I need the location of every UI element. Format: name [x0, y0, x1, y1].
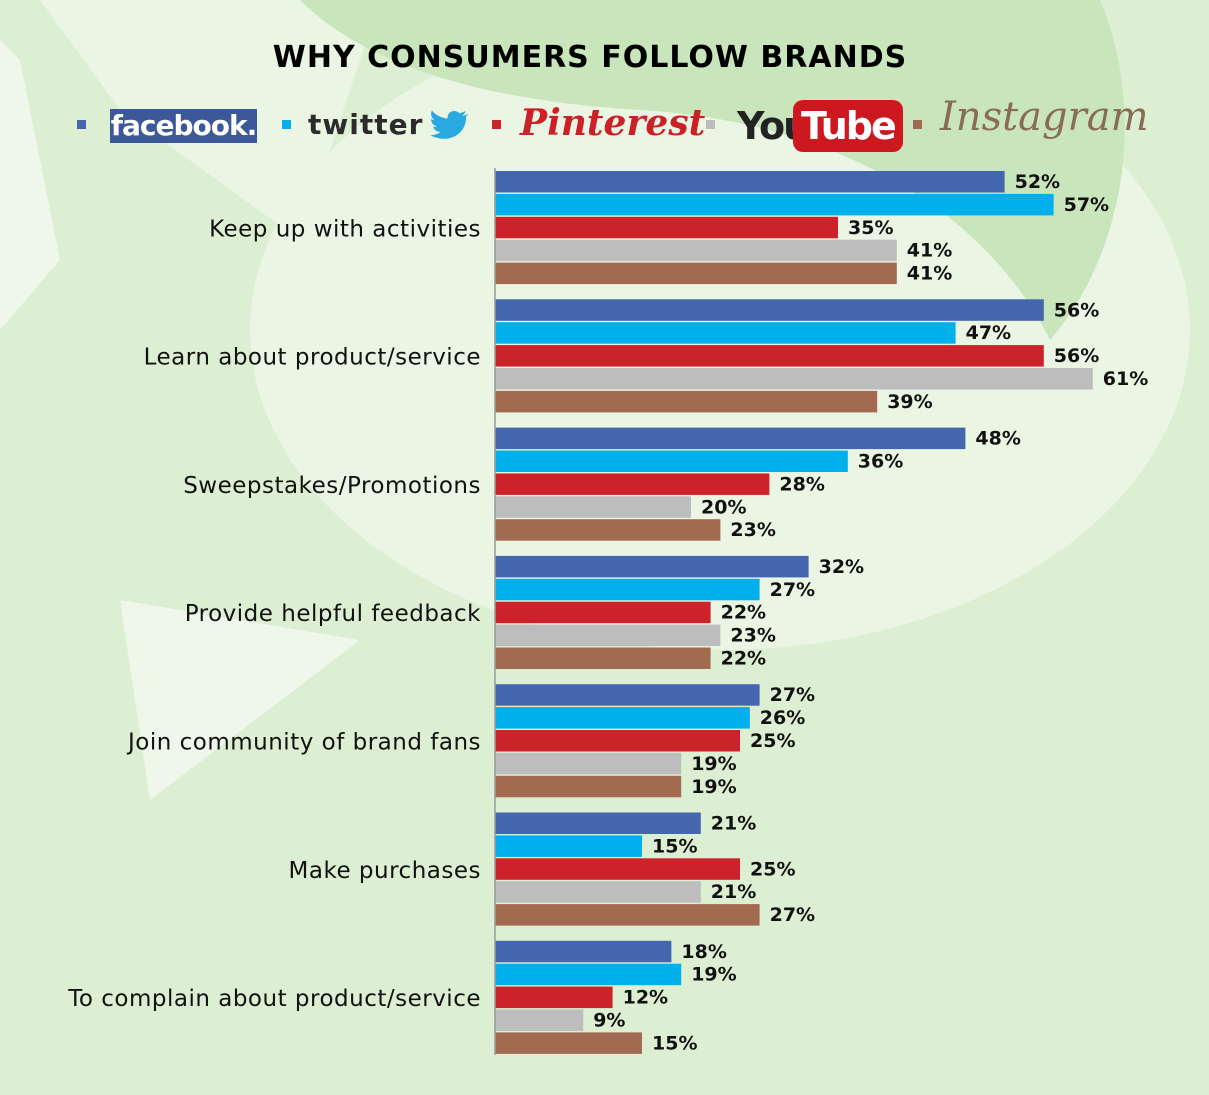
bar-youtube-join-community-of-brand-fans — [495, 752, 682, 775]
legend-swatch-facebook — [77, 120, 86, 129]
bar-facebook-sweepstakes-promotions — [495, 427, 966, 450]
value-label-twitter-make-purchases: 15% — [652, 835, 697, 857]
legend-swatch-pinterest — [492, 120, 501, 129]
pinterest-logo: Pinterest — [520, 102, 706, 144]
value-label-youtube-make-purchases: 21% — [711, 881, 756, 903]
bar-twitter-sweepstakes-promotions — [495, 450, 848, 472]
value-label-instagram-to-complain-about-product-service: 15% — [652, 1032, 697, 1054]
facebook-logo: facebook. — [110, 109, 257, 143]
value-label-twitter-provide-helpful-feedback: 27% — [770, 579, 815, 601]
bar-instagram-learn-about-product-service — [495, 390, 878, 413]
bar-instagram-to-complain-about-product-service — [495, 1032, 642, 1054]
bar-pinterest-learn-about-product-service — [495, 345, 1044, 367]
bar-youtube-to-complain-about-product-service — [495, 1009, 584, 1031]
value-label-pinterest-provide-helpful-feedback: 22% — [721, 602, 766, 624]
bars-group: 52%57%35%41%41%56%47%56%61%39%48%36%28%2… — [495, 171, 1148, 1054]
value-label-instagram-keep-up-with-activities: 41% — [907, 263, 952, 285]
value-label-pinterest-keep-up-with-activities: 35% — [848, 217, 893, 239]
value-label-youtube-sweepstakes-promotions: 20% — [701, 496, 746, 518]
category-label-provide-helpful-feedback: Provide helpful feedback — [185, 601, 481, 627]
value-label-pinterest-sweepstakes-promotions: 28% — [779, 473, 824, 495]
value-label-youtube-learn-about-product-service: 61% — [1103, 368, 1148, 390]
value-label-instagram-provide-helpful-feedback: 22% — [721, 648, 766, 670]
value-label-twitter-to-complain-about-product-service: 19% — [691, 964, 736, 986]
bar-twitter-make-purchases — [495, 835, 642, 857]
chart-title: WHY CONSUMERS FOLLOW BRANDS — [272, 40, 908, 75]
category-label-keep-up-with-activities: Keep up with activities — [209, 216, 481, 242]
value-label-instagram-sweepstakes-promotions: 23% — [730, 519, 775, 541]
value-label-youtube-keep-up-with-activities: 41% — [907, 240, 952, 262]
bar-facebook-keep-up-with-activities — [495, 171, 1005, 193]
value-label-twitter-sweepstakes-promotions: 36% — [858, 451, 903, 473]
bar-youtube-sweepstakes-promotions — [495, 496, 691, 518]
youtube-logo-tube: Tube — [793, 100, 903, 152]
value-label-instagram-make-purchases: 27% — [770, 904, 815, 926]
bar-twitter-keep-up-with-activities — [495, 193, 1054, 216]
value-label-twitter-keep-up-with-activities: 57% — [1064, 194, 1109, 216]
value-label-youtube-to-complain-about-product-service: 9% — [593, 1010, 625, 1032]
bar-facebook-provide-helpful-feedback — [495, 555, 809, 578]
bar-twitter-provide-helpful-feedback — [495, 578, 760, 601]
bar-instagram-provide-helpful-feedback — [495, 647, 711, 669]
instagram-logo: Instagram — [940, 94, 1149, 140]
value-label-facebook-keep-up-with-activities: 52% — [1015, 171, 1060, 193]
bar-pinterest-sweepstakes-promotions — [495, 473, 770, 495]
value-label-facebook-provide-helpful-feedback: 32% — [819, 556, 864, 578]
bar-facebook-to-complain-about-product-service — [495, 940, 672, 963]
twitter-bird-icon — [430, 110, 468, 139]
legend-swatch-twitter — [282, 120, 291, 129]
bar-youtube-make-purchases — [495, 881, 701, 903]
value-label-youtube-join-community-of-brand-fans: 19% — [691, 753, 736, 775]
value-label-facebook-join-community-of-brand-fans: 27% — [770, 684, 815, 706]
bar-facebook-make-purchases — [495, 812, 701, 834]
value-label-pinterest-to-complain-about-product-service: 12% — [623, 987, 668, 1009]
bar-instagram-keep-up-with-activities — [495, 262, 897, 285]
bar-pinterest-provide-helpful-feedback — [495, 601, 711, 624]
bar-pinterest-keep-up-with-activities — [495, 216, 838, 239]
bar-facebook-learn-about-product-service — [495, 299, 1044, 321]
axis-group: Keep up with activities Learn about produ… — [67, 168, 496, 1055]
value-label-pinterest-learn-about-product-service: 56% — [1054, 345, 1099, 367]
category-label-sweepstakes-promotions: Sweepstakes/Promotions — [183, 473, 481, 499]
bar-facebook-join-community-of-brand-fans — [495, 684, 760, 706]
value-label-youtube-provide-helpful-feedback: 23% — [730, 625, 775, 647]
bar-twitter-learn-about-product-service — [495, 322, 956, 344]
value-label-facebook-to-complain-about-product-service: 18% — [681, 941, 726, 963]
value-label-facebook-sweepstakes-promotions: 48% — [975, 428, 1020, 450]
bar-youtube-keep-up-with-activities — [495, 239, 897, 262]
legend-swatch-instagram — [913, 120, 922, 129]
value-label-facebook-learn-about-product-service: 56% — [1054, 299, 1099, 321]
bar-twitter-join-community-of-brand-fans — [495, 707, 750, 729]
bar-pinterest-make-purchases — [495, 858, 740, 880]
bar-pinterest-join-community-of-brand-fans — [495, 730, 740, 752]
bar-youtube-learn-about-product-service — [495, 368, 1093, 390]
value-label-facebook-make-purchases: 21% — [711, 813, 756, 835]
value-label-twitter-learn-about-product-service: 47% — [966, 322, 1011, 344]
twitter-logo: twitter — [308, 108, 424, 141]
bar-youtube-provide-helpful-feedback — [495, 624, 721, 647]
value-label-pinterest-join-community-of-brand-fans: 25% — [750, 730, 795, 752]
legend: facebook. twitter Pinterest You Tube Ins… — [0, 92, 1209, 162]
value-label-twitter-join-community-of-brand-fans: 26% — [760, 707, 805, 729]
value-label-pinterest-make-purchases: 25% — [750, 858, 795, 880]
bar-instagram-join-community-of-brand-fans — [495, 775, 682, 798]
category-label-to-complain-about-product-service: To complain about product/service — [67, 986, 481, 1012]
legend-swatch-youtube — [706, 120, 715, 129]
category-label-join-community-of-brand-fans: Join community of brand fans — [126, 729, 481, 755]
bar-twitter-to-complain-about-product-service — [495, 963, 682, 986]
value-label-instagram-learn-about-product-service: 39% — [887, 391, 932, 413]
bar-instagram-sweepstakes-promotions — [495, 519, 721, 541]
category-label-learn-about-product-service: Learn about product/service — [144, 345, 481, 371]
category-label-make-purchases: Make purchases — [289, 858, 481, 884]
bar-pinterest-to-complain-about-product-service — [495, 986, 613, 1009]
bar-instagram-make-purchases — [495, 904, 760, 926]
value-label-instagram-join-community-of-brand-fans: 19% — [691, 776, 736, 798]
